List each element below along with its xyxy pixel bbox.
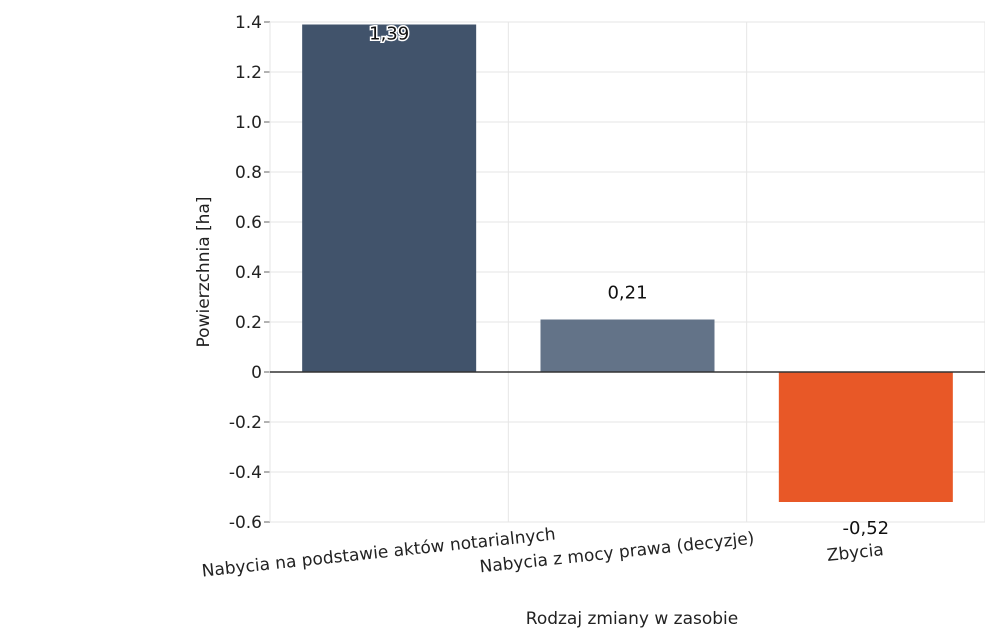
- x-tick-labels: Nabycia na podstawie aktów notarialnychN…: [201, 524, 885, 581]
- y-tick-label: 0.8: [235, 163, 262, 183]
- y-tick-label: -0.6: [229, 513, 262, 533]
- y-tick-labels: 1.4 1.2 1.0 0.8 0.6 0.4 0.2 0 -0.2 -0.4 -0.6: [229, 13, 262, 533]
- bar-2: [540, 319, 715, 372]
- y-tick-label: 0.6: [235, 213, 262, 233]
- y-axis-label: Powierzchnia [ha]: [194, 197, 214, 348]
- data-labels: 1,39 0,21 -0,52: [368, 22, 890, 539]
- x-tick-label: Zbycia: [826, 540, 885, 566]
- bar-3: [778, 372, 953, 502]
- data-label: -0,52: [843, 518, 890, 539]
- y-tick-label: 0.2: [235, 313, 262, 333]
- y-tick-label: 0: [251, 363, 262, 383]
- y-tick-label: -0.4: [229, 463, 262, 483]
- bar-1: [302, 24, 477, 372]
- x-axis-label: Rodzaj zmiany w zasobie: [526, 609, 738, 629]
- y-tick-label: 1.2: [235, 63, 262, 83]
- y-tick-label: -0.2: [229, 413, 262, 433]
- data-label: 1,39: [369, 24, 409, 45]
- y-tick-label: 1.0: [235, 113, 262, 133]
- y-tick-label: 1.4: [235, 13, 262, 33]
- data-label: 0,21: [607, 283, 647, 304]
- bars: [302, 24, 953, 502]
- y-tick-label: 0.4: [235, 263, 262, 283]
